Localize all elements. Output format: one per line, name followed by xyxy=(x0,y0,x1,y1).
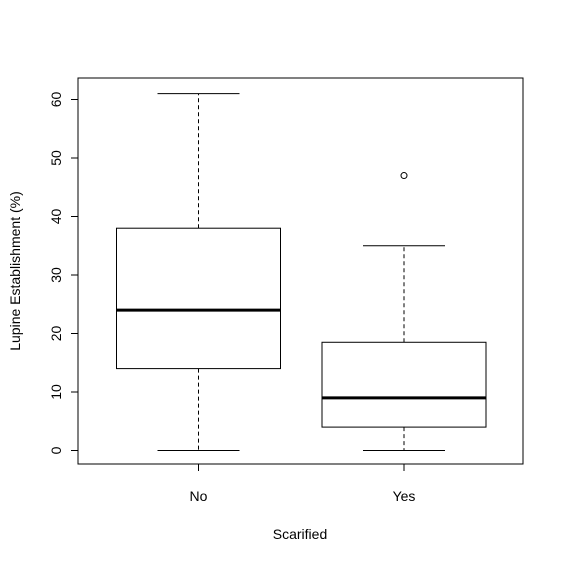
y-tick-label: 30 xyxy=(48,267,64,283)
y-tick-label: 0 xyxy=(48,446,64,454)
box-group xyxy=(116,93,487,451)
y-tick-label: 40 xyxy=(48,209,64,225)
y-tick-label: 10 xyxy=(48,384,64,400)
y-tick-label: 50 xyxy=(48,150,64,166)
iqr-box xyxy=(321,341,487,428)
x-tick-label: No xyxy=(190,488,208,504)
outlier-point xyxy=(400,172,408,180)
x-tick-label: Yes xyxy=(393,488,416,504)
y-tick-label: 60 xyxy=(48,92,64,108)
y-axis: 0 10 20 30 40 50 60 xyxy=(48,92,79,454)
box-yes xyxy=(321,172,487,451)
iqr-box xyxy=(116,227,281,370)
y-tick-label: 20 xyxy=(48,326,64,342)
y-axis-title: Lupine Establishment (%) xyxy=(7,191,23,351)
x-axis-title: Scarified xyxy=(273,526,327,542)
box-no xyxy=(116,93,281,451)
x-axis: No Yes xyxy=(190,463,416,504)
